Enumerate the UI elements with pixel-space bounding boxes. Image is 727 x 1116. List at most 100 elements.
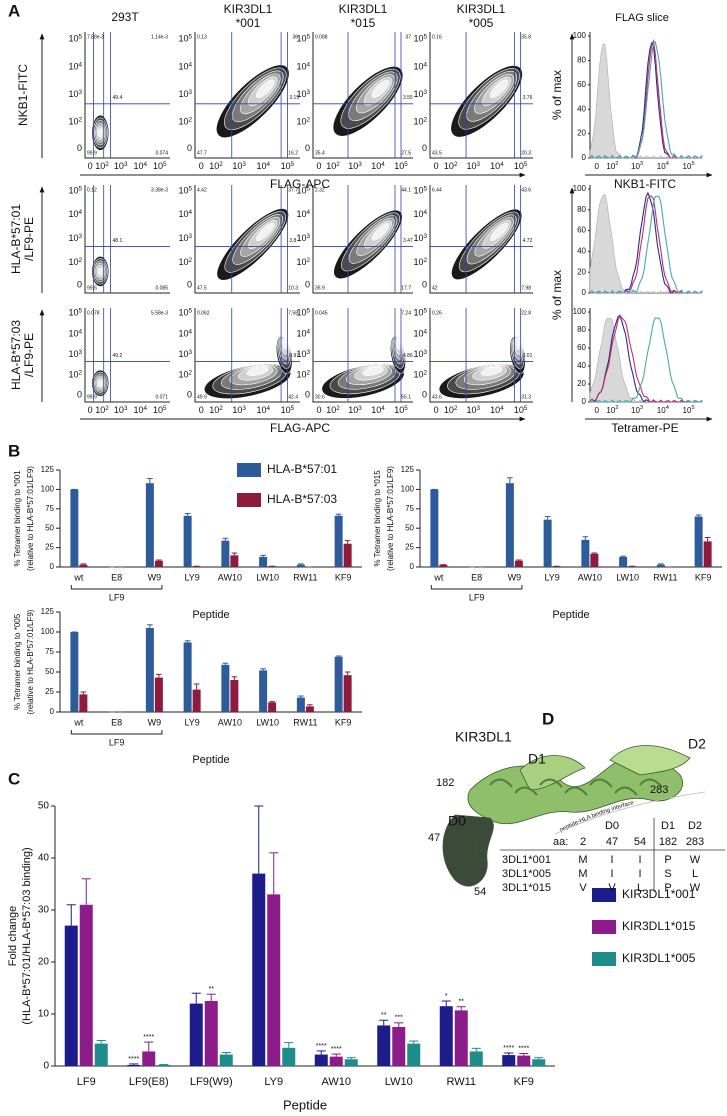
bar xyxy=(343,675,352,712)
tick-exp: 3 xyxy=(188,89,192,96)
tick-base: 0 xyxy=(199,405,204,415)
bar xyxy=(230,555,239,567)
hist-header: FLAG slice xyxy=(615,12,669,24)
group-bracket xyxy=(430,585,523,590)
error-bar xyxy=(159,1063,169,1065)
bar xyxy=(252,873,266,1066)
quadrant-label: 10.3 xyxy=(288,285,298,291)
log-tick-label: 102 xyxy=(178,369,192,380)
contour xyxy=(246,366,269,376)
significance-label: **** xyxy=(128,1056,139,1063)
tick-base: 10 xyxy=(68,34,78,44)
y-tick-label: 125 xyxy=(401,465,415,474)
tick-base: 10 xyxy=(68,329,78,339)
log-tick-label: 0 xyxy=(199,161,204,171)
bar xyxy=(377,1025,391,1066)
tick-base: 10 xyxy=(631,162,640,171)
tick-base: 10 xyxy=(296,186,306,196)
significance-label: ** xyxy=(209,986,215,993)
legend-label: KIR3DL1*005 xyxy=(622,951,696,965)
contour xyxy=(281,340,287,350)
quadrant-label: 2.32 xyxy=(315,187,325,193)
position-header: 283 xyxy=(686,836,704,848)
quadrant-label: 31.3 xyxy=(521,394,531,400)
error-bar xyxy=(298,563,304,565)
log-tick-label: 103 xyxy=(68,349,82,360)
tick-base: 10 xyxy=(466,405,476,415)
tick-base: 10 xyxy=(296,233,306,243)
tick-exp: 2 xyxy=(219,161,223,168)
residue: M xyxy=(578,854,587,866)
log-tick-label: 103 xyxy=(631,161,643,171)
log-tick-label: 102 xyxy=(413,116,427,127)
tick-base: 10 xyxy=(444,161,454,171)
error-bar xyxy=(534,1057,544,1060)
y-tick-label: 100 xyxy=(401,485,415,494)
tick-base: 10 xyxy=(296,34,306,44)
tick-exp: 4 xyxy=(144,161,148,168)
error-bar xyxy=(504,1052,514,1056)
log-tick-label: 103 xyxy=(348,405,362,416)
error-bar xyxy=(260,554,266,557)
log-tick-label: 0 xyxy=(77,144,82,154)
tick-exp: 2 xyxy=(105,161,109,168)
contour-plot xyxy=(450,65,523,138)
tick-base: 10 xyxy=(178,117,188,127)
tick-base: 10 xyxy=(68,186,78,196)
group-bracket xyxy=(70,585,163,590)
tick-exp: 3 xyxy=(423,89,427,96)
tick-base: 0 xyxy=(422,280,427,290)
tick-base: 0 xyxy=(422,144,427,154)
log-tick-label: 105 xyxy=(683,405,695,415)
tick-base: 10 xyxy=(413,308,423,318)
legend-label: HLA-B*57:03 xyxy=(267,492,337,506)
bar xyxy=(694,516,703,567)
bar xyxy=(192,689,201,712)
strand xyxy=(589,778,613,788)
tick-base: 10 xyxy=(178,370,188,380)
log-tick-label: 103 xyxy=(68,233,82,244)
quadrant-label: 1.14e-3 xyxy=(151,34,168,40)
tick-base: 10 xyxy=(413,329,423,339)
y-axis-label: Fold change xyxy=(7,906,19,967)
error-bar xyxy=(344,671,351,676)
tick-base: 0 xyxy=(187,144,192,154)
tick-exp: 3 xyxy=(358,405,362,412)
x-tick-label: RW11 xyxy=(293,572,317,582)
tick-exp: 4 xyxy=(306,328,310,335)
hist-y-tick-label: 0 xyxy=(582,153,587,162)
residue: I xyxy=(610,854,613,866)
y-tick-label: 25 xyxy=(45,687,54,696)
log-tick-label: 105 xyxy=(413,185,427,196)
hist-y-tick-label: 100 xyxy=(573,307,587,316)
column-header: KIR3DL1 xyxy=(457,2,506,16)
log-tick-label: 104 xyxy=(296,209,310,220)
bar xyxy=(517,1055,531,1066)
tick-exp: 3 xyxy=(78,89,82,96)
error-bar xyxy=(346,1057,356,1060)
log-tick-label: 102 xyxy=(209,161,223,172)
tick-base: 10 xyxy=(296,89,306,99)
tick-base: 0 xyxy=(305,280,310,290)
tick-exp: 4 xyxy=(78,209,82,216)
tick-base: 0 xyxy=(316,405,321,415)
log-tick-label: 103 xyxy=(232,405,246,416)
tick-base: 10 xyxy=(413,89,423,99)
error-bar xyxy=(231,552,238,556)
log-tick-label: 103 xyxy=(296,349,310,360)
tick-base: 0 xyxy=(77,144,82,154)
error-bar xyxy=(544,516,551,520)
error-bar xyxy=(456,1006,466,1011)
log-tick-label: 105 xyxy=(514,161,528,172)
bar xyxy=(79,694,88,712)
error-bar xyxy=(222,537,229,541)
bar xyxy=(296,564,305,567)
bar xyxy=(502,1055,516,1066)
quadrant-label: 3.8 xyxy=(289,238,296,244)
bar xyxy=(329,1056,343,1066)
y-tick-label: 40 xyxy=(38,853,50,864)
log-tick-label: 0 xyxy=(594,406,599,415)
tick-base: 10 xyxy=(657,406,666,415)
tick-exp: 3 xyxy=(188,233,192,240)
error-bar xyxy=(269,701,275,703)
